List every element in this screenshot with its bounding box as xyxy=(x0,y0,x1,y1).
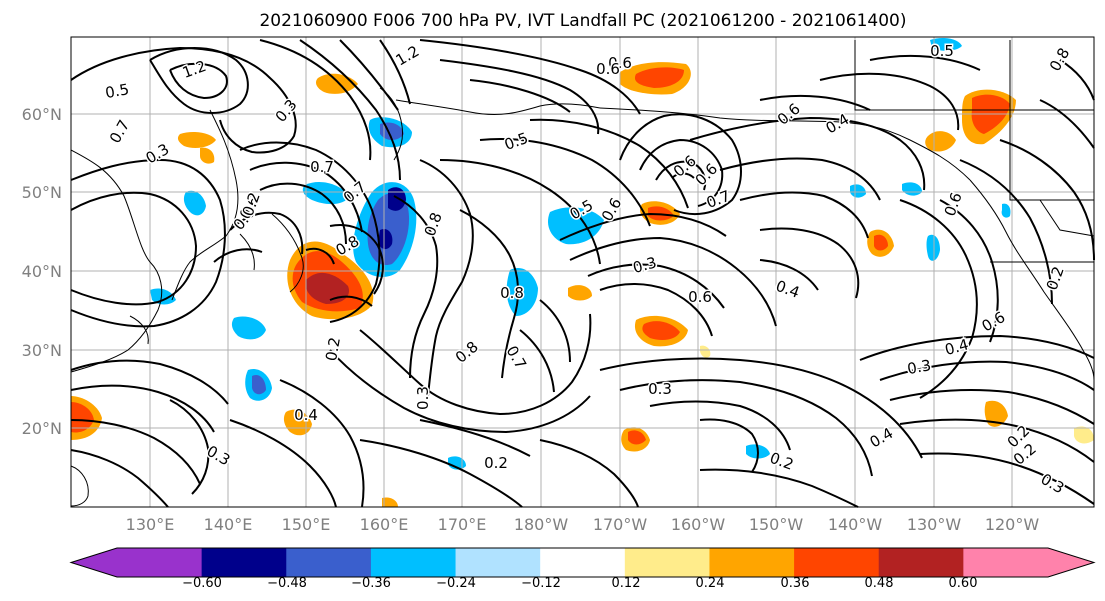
contour-label: 0.7 xyxy=(310,158,334,176)
colorbar-segment xyxy=(370,548,457,577)
colorbar-tick-label: 0.36 xyxy=(781,576,810,591)
map-panel: 1.2 1.2 0.6 0.80.50.60.50.30.70.3 0.60.60.70… xyxy=(70,36,1095,508)
lon-label: 120°W xyxy=(985,515,1040,534)
lon-label: 180°W xyxy=(514,515,569,534)
lon-label: 140°E xyxy=(204,515,253,534)
contour-label: 0.4 xyxy=(294,406,318,424)
colorbar-segments xyxy=(69,547,1096,578)
colorbar-tick-label: −0.48 xyxy=(267,576,307,591)
colorbar-tick-label: −0.36 xyxy=(351,576,391,591)
contour-label: 0.3 xyxy=(906,356,933,378)
lon-label: 150°W xyxy=(749,515,804,534)
lat-label: 50°N xyxy=(22,183,62,202)
contour-label: 0.6 xyxy=(596,60,620,78)
map-title: 2021060900 F006 700 hPa PV, IVT Landfall… xyxy=(259,11,906,31)
colorbar-tick-label: −0.24 xyxy=(436,576,476,591)
map-background xyxy=(71,37,1094,507)
colorbar-tick-label: 0.24 xyxy=(696,576,725,591)
contour-label: 0.3 xyxy=(414,386,432,410)
colorbar-tick-label: −0.12 xyxy=(521,576,561,591)
lat-label: 40°N xyxy=(22,262,62,281)
colorbar-outline xyxy=(69,547,1096,578)
contour-label: 0.2 xyxy=(322,336,344,363)
colorbar-tick-label: 0.60 xyxy=(949,576,978,591)
lon-label: 130°E xyxy=(126,515,175,534)
contour-label: 0.6 xyxy=(608,54,632,72)
pv-shading xyxy=(71,38,1094,507)
colorbar-extension-max xyxy=(1048,548,1094,577)
contour-label: 0.5 xyxy=(930,42,954,60)
colorbar-segment xyxy=(201,548,287,577)
lon-label: 160°E xyxy=(360,515,409,534)
colorbar-segment xyxy=(963,548,1049,577)
colorbar-segment xyxy=(455,548,541,577)
lat-label: 20°N xyxy=(22,419,62,438)
contour-label: 0.6 xyxy=(688,288,712,306)
lon-label: 150°E xyxy=(282,515,331,534)
pv-contours xyxy=(70,39,1095,508)
lat-label: 60°N xyxy=(22,105,62,124)
lon-label: 160°W xyxy=(671,515,726,534)
colorbar-tick-label: 0.12 xyxy=(612,576,641,591)
colorbar-tick-label: −0.60 xyxy=(182,576,222,591)
colorbar: −0.60 −0.48 −0.36 −0.24 −0.12 0.12 0.24 … xyxy=(69,547,1096,591)
colorbar-segment xyxy=(117,548,203,577)
contour-label: 0.2 xyxy=(484,454,508,472)
longitude-labels: 130°E 140°E 150°E 160°E 170°E 180°W 170°… xyxy=(126,515,1040,534)
lon-label: 170°E xyxy=(438,515,487,534)
latitude-labels: 60°N 50°N 40°N 30°N 20°N xyxy=(22,105,62,438)
contour-label: 0.8 xyxy=(500,284,524,302)
colorbar-extension-min xyxy=(71,548,117,577)
colorbar-tick-label: 0.48 xyxy=(865,576,894,591)
colorbar-ticks: −0.60 −0.48 −0.36 −0.24 −0.12 0.12 0.24 … xyxy=(182,576,977,591)
lon-label: 140°W xyxy=(828,515,883,534)
lon-label: 170°W xyxy=(593,515,648,534)
lat-label: 30°N xyxy=(22,341,62,360)
colorbar-segment xyxy=(540,548,626,577)
colorbar-segment xyxy=(794,548,880,577)
colorbar-segment xyxy=(709,548,795,577)
colorbar-segment xyxy=(624,548,710,577)
coastlines xyxy=(70,40,1095,507)
contour-label: 0.3 xyxy=(648,380,672,398)
gridlines xyxy=(71,37,1094,507)
colorbar-segment xyxy=(286,548,372,577)
map-frame xyxy=(70,36,1095,508)
colorbar-segment xyxy=(878,548,964,577)
lon-label: 130°W xyxy=(907,515,962,534)
